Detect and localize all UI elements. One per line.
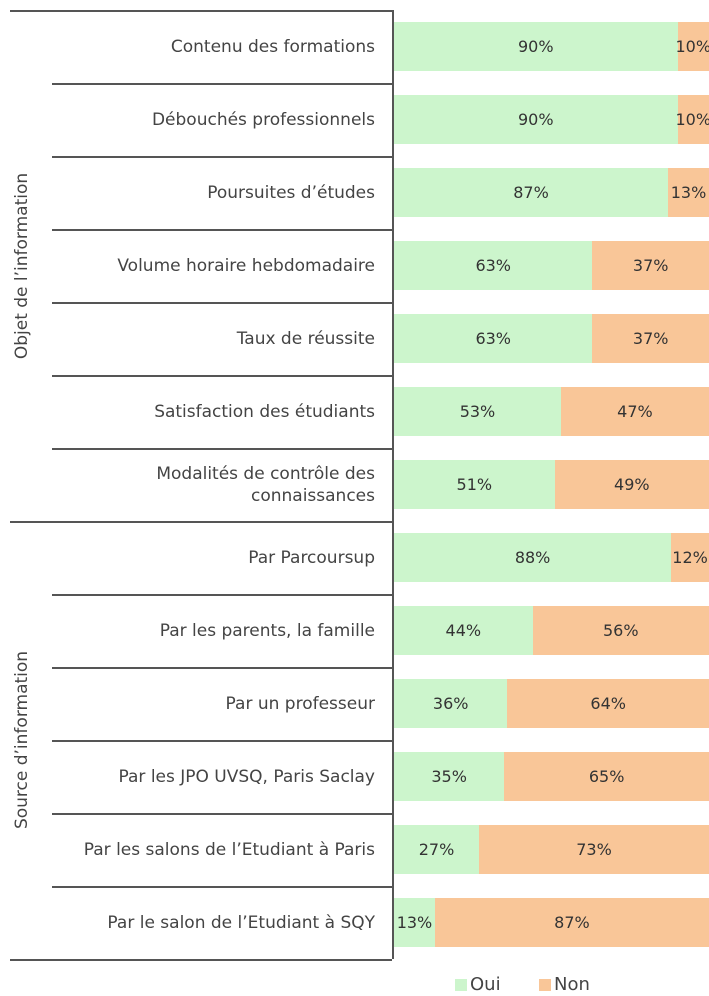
bar-segment: 44% (394, 606, 533, 655)
bar-segment: 12% (671, 533, 709, 582)
bar-segment: 63% (394, 241, 593, 290)
category-label: Volume horaire hebdomadaire (117, 255, 375, 276)
bar-segment: 51% (394, 460, 555, 509)
category-label: Par les JPO UVSQ, Paris Saclay (118, 766, 375, 787)
value-label: 13% (396, 913, 433, 932)
value-label: 87% (554, 913, 590, 932)
separator (52, 83, 392, 85)
separator (52, 886, 392, 888)
bar-segment: 53% (394, 387, 561, 436)
value-label: 90% (517, 37, 554, 56)
value-label: 63% (475, 256, 511, 275)
bar-segment: 90% (394, 22, 678, 71)
bar-segment: 73% (479, 825, 709, 874)
separator (52, 375, 392, 377)
bar-segment: 49% (554, 460, 709, 509)
bar-segment: 10% (675, 22, 709, 71)
category-label: Satisfaction des étudiants (154, 401, 375, 422)
bar-segment: 13% (394, 898, 435, 947)
value-label: 35% (431, 767, 467, 786)
bar-segment: 37% (592, 314, 709, 363)
value-label: 13% (670, 183, 707, 202)
legend-label: Non (554, 974, 590, 995)
group-label: Objet de l’information (12, 172, 32, 359)
legend-swatch (455, 979, 467, 991)
value-label: 37% (632, 329, 669, 348)
separator (52, 813, 392, 815)
value-label: 56% (603, 621, 639, 640)
category-label: Poursuites d’études (207, 182, 375, 203)
value-label: 87% (513, 183, 549, 202)
category-label: Taux de réussite (236, 328, 375, 349)
bar-segment: 64% (507, 679, 709, 728)
bar-segment: 87% (394, 168, 669, 217)
bar-segment: 10% (675, 95, 709, 144)
value-label: 44% (445, 621, 482, 640)
bar-segment: 35% (394, 752, 505, 801)
value-label: 49% (614, 475, 650, 494)
legend-label: Oui (470, 974, 501, 995)
value-label: 36% (432, 694, 469, 713)
value-label: 73% (576, 840, 612, 859)
separator (52, 302, 392, 304)
separator (10, 521, 392, 523)
category-label: Par les salons de l’Etudiant à Paris (83, 839, 375, 860)
value-label: 65% (588, 767, 625, 786)
legend-swatch (539, 979, 551, 991)
category-label: Par un professeur (225, 693, 375, 714)
category-label: Débouchés professionnels (151, 109, 375, 130)
separator (52, 667, 392, 669)
bar-segment: 36% (394, 679, 508, 728)
bar-segment: 63% (394, 314, 593, 363)
bar-segment: 37% (592, 241, 709, 290)
value-label: 90% (517, 110, 554, 129)
bar-segment: 87% (434, 898, 709, 947)
separator (52, 229, 392, 231)
separator (52, 740, 392, 742)
bar-segment: 90% (394, 95, 678, 144)
value-label: 10% (675, 37, 709, 56)
group-label: Source d’information (12, 650, 32, 830)
value-label: 51% (456, 475, 493, 494)
bar-segment: 88% (394, 533, 672, 582)
value-label: 47% (617, 402, 653, 421)
category-label: Modalités de contrôle des connaissances (156, 463, 375, 506)
separator (52, 594, 392, 596)
value-label: 63% (475, 329, 511, 348)
category-label: Par les parents, la famille (159, 620, 375, 641)
value-label: 10% (675, 110, 709, 129)
bar-segment: 47% (560, 387, 709, 436)
bar-segment: 13% (668, 168, 709, 217)
value-label: 37% (632, 256, 669, 275)
category-label: Contenu des formations (170, 36, 375, 57)
bar-segment: 65% (504, 752, 709, 801)
value-label: 53% (459, 402, 496, 421)
separator (10, 10, 392, 12)
bar-segment: 56% (532, 606, 709, 655)
value-label: 88% (514, 548, 551, 567)
category-label: Par Parcoursup (248, 547, 375, 568)
separator (392, 10, 394, 959)
bar-segment: 27% (394, 825, 480, 874)
separator (10, 959, 392, 961)
separator (52, 448, 392, 450)
value-label: 64% (590, 694, 626, 713)
category-label: Par le salon de l’Etudiant à SQY (107, 912, 375, 933)
value-label: 12% (672, 548, 708, 567)
separator (52, 156, 392, 158)
value-label: 27% (418, 840, 455, 859)
